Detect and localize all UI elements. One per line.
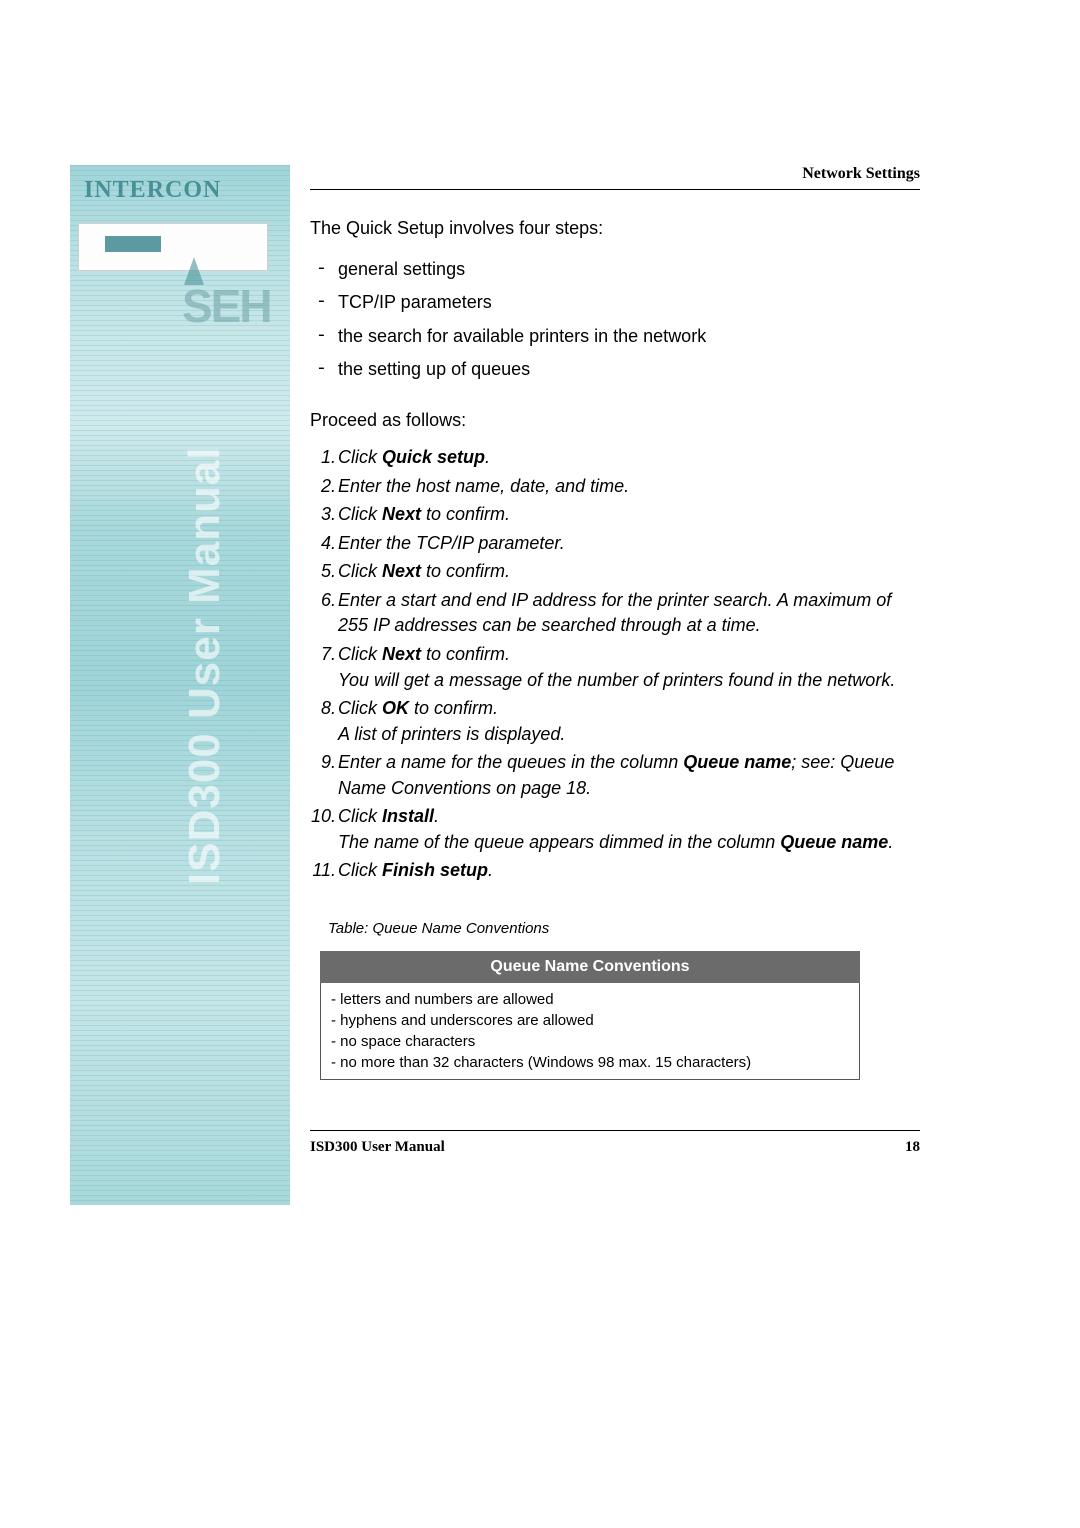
step-item: 11.Click Finish setup. — [338, 858, 920, 884]
step-item: 7.Click Next to confirm.You will get a m… — [338, 642, 920, 693]
table-row: - no space characters — [331, 1031, 849, 1052]
brand-top-text: INTERCON — [84, 177, 221, 204]
step-item: 3.Click Next to confirm. — [338, 502, 920, 528]
step-text: Enter the TCP/IP parameter. — [338, 533, 565, 553]
step-text: A list of printers is displayed. — [338, 724, 565, 744]
step-text: to confirm. — [421, 644, 510, 664]
step-item: 2.Enter the host name, date, and time. — [338, 474, 920, 500]
step-item: 10.Click Install.The name of the queue a… — [338, 804, 920, 855]
step-text: to confirm. — [409, 698, 498, 718]
intro-bullet: the search for available printers in the… — [338, 320, 920, 353]
step-text: The name of the queue appears dimmed in … — [338, 832, 780, 852]
step-bold: Queue name — [780, 832, 888, 852]
step-text: Enter a start and end IP address for the… — [338, 590, 891, 636]
proceed-label: Proceed as follows: — [310, 410, 920, 431]
step-text: Enter the host name, date, and time. — [338, 476, 629, 496]
step-item: 1.Click Quick setup. — [338, 445, 920, 471]
step-text: Click — [338, 806, 382, 826]
sidebar-graphic: INTERCON SEH ISD300 User Manual — [70, 165, 290, 1205]
intro-line: The Quick Setup involves four steps: — [310, 218, 920, 239]
intro-bullet: the setting up of queues — [338, 353, 920, 386]
intro-bullet: general settings — [338, 253, 920, 286]
sidebar-vertical-title: ISD300 User Manual — [180, 446, 230, 885]
table-caption: Table: Queue Name Conventions — [328, 920, 920, 937]
steps-list: 1.Click Quick setup. 2.Enter the host na… — [310, 445, 920, 884]
device-illustration — [78, 223, 268, 271]
step-text: to confirm. — [421, 504, 510, 524]
brand-mid-text: SEH — [182, 279, 271, 333]
step-text: Click — [338, 504, 382, 524]
step-bold: Next — [382, 504, 421, 524]
step-bold: Queue name — [683, 752, 791, 772]
table-row: - letters and numbers are allowed — [331, 989, 849, 1010]
step-item: 5.Click Next to confirm. — [338, 559, 920, 585]
step-text: Enter a name for the queues in the colum… — [338, 752, 683, 772]
step-item: 9.Enter a name for the queues in the col… — [338, 750, 920, 801]
step-text: Click — [338, 561, 382, 581]
step-text: . — [485, 447, 490, 467]
step-text: . — [434, 806, 439, 826]
step-bold: Install — [382, 806, 434, 826]
step-item: 6.Enter a start and end IP address for t… — [338, 588, 920, 639]
page-footer: ISD300 User Manual 18 — [310, 1130, 920, 1156]
step-text: to confirm. — [421, 561, 510, 581]
table-row: - no more than 32 characters (Windows 98… — [331, 1052, 849, 1073]
step-bold: Finish setup — [382, 860, 488, 880]
step-text: Click — [338, 447, 382, 467]
table-body: - letters and numbers are allowed - hyph… — [320, 983, 860, 1080]
step-bold: OK — [382, 698, 409, 718]
step-item: 4.Enter the TCP/IP parameter. — [338, 531, 920, 557]
step-text: You will get a message of the number of … — [338, 670, 895, 690]
intro-bullet-list: general settings TCP/IP parameters the s… — [310, 253, 920, 386]
step-bold: Next — [382, 644, 421, 664]
step-item: 8.Click OK to confirm.A list of printers… — [338, 696, 920, 747]
section-header: Network Settings — [310, 165, 920, 190]
conventions-table: Queue Name Conventions - letters and num… — [320, 951, 860, 1080]
step-text: . — [488, 860, 493, 880]
step-text: Click — [338, 698, 382, 718]
step-bold: Next — [382, 561, 421, 581]
main-content: Network Settings The Quick Setup involve… — [310, 165, 920, 1156]
step-bold: Quick setup — [382, 447, 485, 467]
step-text: Click — [338, 644, 382, 664]
footer-page-number: 18 — [905, 1139, 920, 1156]
step-text: Click — [338, 860, 382, 880]
footer-title: ISD300 User Manual — [310, 1139, 445, 1156]
intro-bullet: TCP/IP parameters — [338, 286, 920, 319]
table-header: Queue Name Conventions — [320, 951, 860, 983]
table-row: - hyphens and underscores are allowed — [331, 1010, 849, 1031]
step-text: . — [888, 832, 893, 852]
